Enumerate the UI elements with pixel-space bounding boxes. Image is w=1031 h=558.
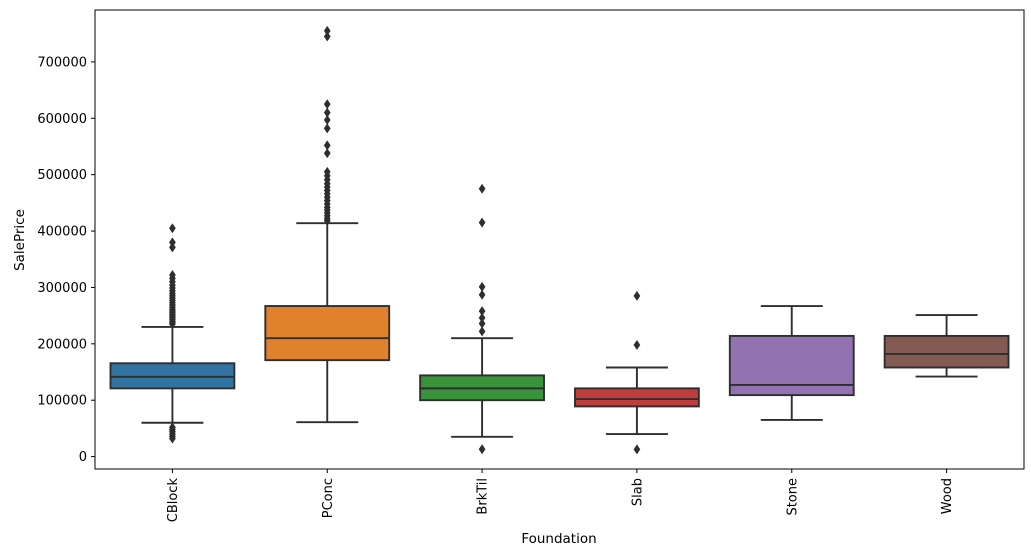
outlier-diamond xyxy=(633,290,641,301)
y-axis: 0 100000 200000 300000 400000 500000 600000 700… xyxy=(37,55,95,465)
boxes-group xyxy=(109,25,1010,455)
outlier-diamond xyxy=(169,242,176,253)
outlier-diamond xyxy=(478,444,486,455)
outlier-diamond xyxy=(478,217,486,228)
x-axis-label: Foundation xyxy=(521,531,596,547)
outlier-diamond xyxy=(478,326,486,337)
outlier-diamond xyxy=(323,114,331,126)
x-tick-label-stone: Stone xyxy=(785,478,800,516)
x-axis: CBlock PConc BrkTil Slab Stone Wood xyxy=(166,469,955,522)
box-brktil xyxy=(419,183,545,455)
x-tick-label-cblock: CBlock xyxy=(166,478,181,523)
plot-frame xyxy=(94,9,1025,470)
outlier-diamond xyxy=(633,444,641,455)
y-tick-label: 0 xyxy=(79,450,87,465)
x-tick-label-slab: Slab xyxy=(630,478,645,506)
y-axis-label: SalePrice xyxy=(12,209,28,271)
box-slab xyxy=(574,290,700,455)
outlier-diamond xyxy=(323,123,331,134)
outlier-diamond xyxy=(169,319,176,330)
axes-spines xyxy=(94,9,1025,470)
outlier-diamond xyxy=(478,183,486,194)
x-tick-label-wood: Wood xyxy=(940,478,955,514)
outlier-diamond xyxy=(169,433,176,444)
y-tick-label: 200000 xyxy=(37,337,87,352)
iqr-box xyxy=(109,362,236,390)
outlier-diamond xyxy=(323,99,331,110)
iqr-box xyxy=(264,305,391,362)
outlier-diamond xyxy=(323,31,331,42)
y-tick-label: 600000 xyxy=(37,112,87,127)
outlier-diamond xyxy=(478,289,486,300)
y-tick-label: 300000 xyxy=(37,281,87,296)
box-cblock xyxy=(109,223,236,444)
y-tick-label: 500000 xyxy=(37,168,87,183)
box-pconc xyxy=(264,25,391,424)
box-stone xyxy=(728,305,855,421)
y-tick-label: 400000 xyxy=(37,225,87,240)
outlier-diamond xyxy=(323,215,331,226)
x-tick-label-pconc: PConc xyxy=(321,478,336,518)
x-tick-label-brktil: BrkTil xyxy=(476,478,491,515)
iqr-box xyxy=(883,334,1010,369)
outlier-diamond xyxy=(633,339,641,350)
iqr-box xyxy=(574,387,700,408)
outlier-diamond xyxy=(323,148,331,159)
iqr-box xyxy=(728,334,855,397)
y-tick-label: 700000 xyxy=(37,55,87,70)
box-wood xyxy=(883,314,1010,378)
y-tick-label: 100000 xyxy=(37,394,87,409)
outlier-diamond xyxy=(169,223,176,234)
